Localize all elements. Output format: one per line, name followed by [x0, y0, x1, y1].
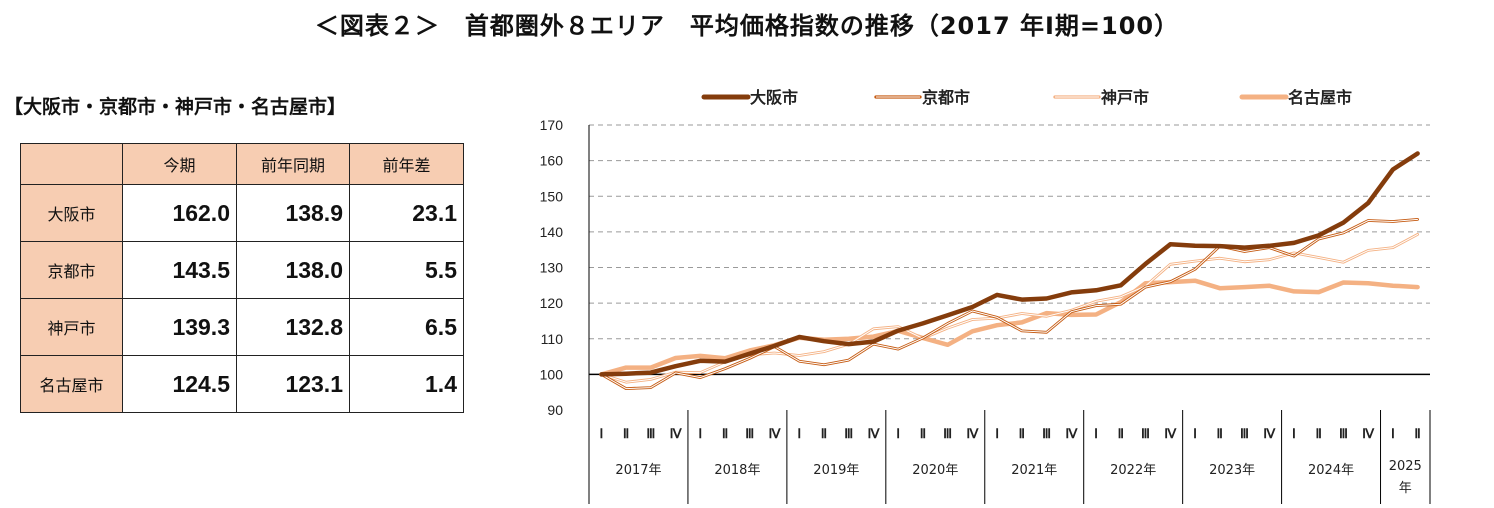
year-tick-label: 2023年	[1209, 463, 1255, 478]
quarter-tick-label: Ⅲ	[1240, 426, 1249, 441]
year-tick-label: 2018年	[714, 463, 760, 478]
table-row: 名古屋市 124.5 123.1 1.4	[20, 355, 464, 413]
header-current: 今期	[122, 143, 237, 185]
y-tick-label: 150	[540, 188, 564, 204]
legend-label: 京都市	[922, 88, 970, 107]
series-line-inner	[600, 218, 1419, 390]
table-row: 大阪市 162.0 138.9 23.1	[20, 184, 464, 242]
y-tick-label: 130	[540, 260, 564, 276]
quarter-tick-label: Ⅰ	[896, 426, 900, 441]
row-current: 124.5	[122, 355, 237, 413]
quarter-tick-label: Ⅰ	[995, 426, 999, 441]
legend-label: 大阪市	[750, 88, 798, 107]
year-tick-label: 2020年	[912, 463, 958, 478]
quarter-tick-label: Ⅳ	[1263, 426, 1276, 441]
row-prev: 132.8	[236, 298, 350, 356]
quarter-tick-label: Ⅱ	[1414, 426, 1420, 441]
y-tick-label: 100	[540, 366, 564, 382]
year-tick-label: 2021年	[1011, 463, 1057, 478]
row-current: 139.3	[122, 298, 237, 356]
quarter-tick-label: Ⅰ	[797, 426, 801, 441]
quarter-tick-label: Ⅳ	[1362, 426, 1375, 441]
quarter-tick-label: Ⅱ	[821, 426, 827, 441]
quarter-tick-label: Ⅱ	[722, 426, 728, 441]
y-tick-label: 110	[541, 331, 564, 347]
quarter-tick-label: Ⅱ	[1019, 426, 1025, 441]
series-1	[599, 151, 1420, 377]
quarter-tick-label: Ⅲ	[943, 426, 952, 441]
quarter-tick-label: Ⅲ	[745, 426, 754, 441]
series-line	[599, 151, 1420, 377]
quarter-tick-label: Ⅲ	[844, 426, 853, 441]
quarter-tick-label: Ⅰ	[599, 426, 603, 441]
quarter-tick-label: Ⅰ	[698, 426, 702, 441]
row-diff: 1.4	[349, 355, 464, 413]
row-city: 京都市	[20, 241, 123, 299]
quarter-tick-label: Ⅲ	[646, 426, 655, 441]
y-tick-label: 140	[540, 224, 564, 240]
table-row: 京都市 143.5 138.0 5.5	[20, 241, 464, 299]
figure-title: ＜図表２＞ 首都圏外８エリア 平均価格指数の推移（2017 年Ⅰ期=100）	[314, 12, 1180, 40]
header-diff: 前年差	[349, 143, 464, 185]
row-diff: 5.5	[349, 241, 464, 299]
year-tick-label: 2019年	[813, 463, 859, 478]
legend-label: 名古屋市	[1288, 88, 1352, 107]
quarter-tick-label: Ⅱ	[1118, 426, 1124, 441]
legend-label: 神戸市	[1101, 88, 1149, 107]
row-diff: 6.5	[349, 298, 464, 356]
row-prev: 123.1	[236, 355, 350, 413]
quarter-tick-label: Ⅲ	[1042, 426, 1051, 441]
row-current: 143.5	[122, 241, 237, 299]
y-tick-label: 160	[540, 153, 564, 169]
series-2	[600, 217, 1419, 391]
table-row: 神戸市 139.3 132.8 6.5	[20, 298, 464, 356]
header-prev-year: 前年同期	[236, 143, 350, 185]
year-tick-label: 2022年	[1110, 463, 1156, 478]
quarter-tick-label: Ⅰ	[1193, 426, 1197, 441]
summary-table: 今期 前年同期 前年差 大阪市 162.0 138.9 23.1 京都市 143…	[20, 143, 464, 413]
header-blank	[20, 143, 123, 185]
quarter-tick-label: Ⅱ	[623, 426, 629, 441]
row-city: 大阪市	[20, 184, 123, 242]
quarter-tick-label: Ⅳ	[769, 426, 782, 441]
quarter-tick-label: Ⅳ	[1065, 426, 1078, 441]
quarter-tick-label: Ⅱ	[920, 426, 926, 441]
quarter-tick-label: Ⅱ	[1217, 426, 1223, 441]
quarter-tick-label: Ⅳ	[966, 426, 979, 441]
y-tick-label: 120	[540, 295, 564, 311]
table-subtitle: 【大阪市・京都市・神戸市・名古屋市】	[4, 96, 347, 118]
quarter-tick-label: Ⅲ	[1339, 426, 1348, 441]
y-tick-label: 90	[547, 402, 563, 418]
y-tick-label: 170	[540, 117, 564, 133]
year-tick-label: 年	[1399, 481, 1412, 496]
row-diff: 23.1	[349, 184, 464, 242]
quarter-tick-label: Ⅳ	[670, 426, 683, 441]
row-current: 162.0	[122, 184, 237, 242]
quarter-tick-label: Ⅰ	[1094, 426, 1098, 441]
quarter-tick-label: Ⅰ	[1391, 426, 1395, 441]
row-city: 神戸市	[20, 298, 123, 356]
table-header-row: 今期 前年同期 前年差	[20, 143, 464, 185]
row-prev: 138.9	[236, 184, 350, 242]
quarter-tick-label: Ⅳ	[1164, 426, 1177, 441]
quarter-tick-label: Ⅲ	[1141, 426, 1150, 441]
year-tick-label: 2024年	[1308, 463, 1354, 478]
row-city: 名古屋市	[20, 355, 123, 413]
row-prev: 138.0	[236, 241, 350, 299]
quarter-tick-label: Ⅱ	[1315, 426, 1321, 441]
quarter-tick-label: Ⅰ	[1292, 426, 1296, 441]
quarter-tick-label: Ⅳ	[867, 426, 880, 441]
year-tick-label: 2025	[1389, 459, 1422, 474]
year-tick-label: 2017年	[615, 463, 661, 478]
